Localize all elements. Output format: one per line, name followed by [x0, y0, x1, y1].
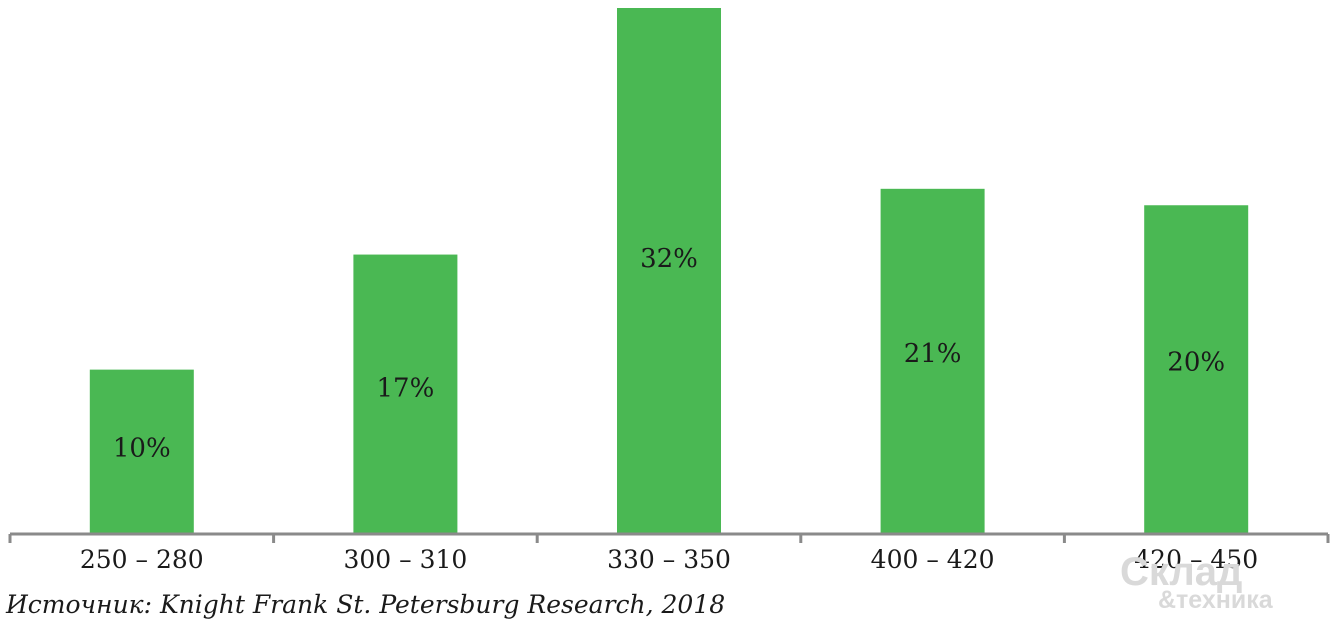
watermark-logo: Склад &техника: [1120, 550, 1274, 614]
x-tick-label-3: 330 – 350: [607, 545, 731, 574]
watermark-line2: &техника: [1158, 586, 1274, 614]
data-label-5: 20%: [1167, 347, 1225, 377]
bars-group: [89, 8, 1249, 534]
source-note: Источник: Knight Frank St. Petersburg Re…: [5, 590, 725, 619]
x-tick-label-1: 250 – 280: [80, 545, 204, 574]
data-label-3: 32%: [640, 244, 698, 274]
x-tick-label-4: 400 – 420: [871, 545, 995, 574]
bar-2: [353, 254, 458, 534]
bar-1: [89, 369, 194, 534]
data-label-2: 17%: [377, 373, 435, 403]
x-tick-label-5: 420 – 450: [1134, 545, 1258, 574]
x-axis-ticks: [8, 534, 1330, 543]
bar-3: [617, 8, 721, 534]
bar-5: [1144, 205, 1249, 534]
x-axis-tick-labels: 250 – 280 300 – 310 330 – 350 400 – 420 420 …: [80, 545, 1258, 574]
watermark-line1: Склад: [1120, 550, 1242, 594]
data-label-1: 10%: [113, 434, 171, 464]
data-labels-group: 10% 17% 32% 21% 20%: [113, 244, 1225, 464]
data-label-4: 21%: [904, 339, 962, 369]
bar-4: [880, 188, 985, 534]
x-tick-label-2: 300 – 310: [343, 545, 467, 574]
